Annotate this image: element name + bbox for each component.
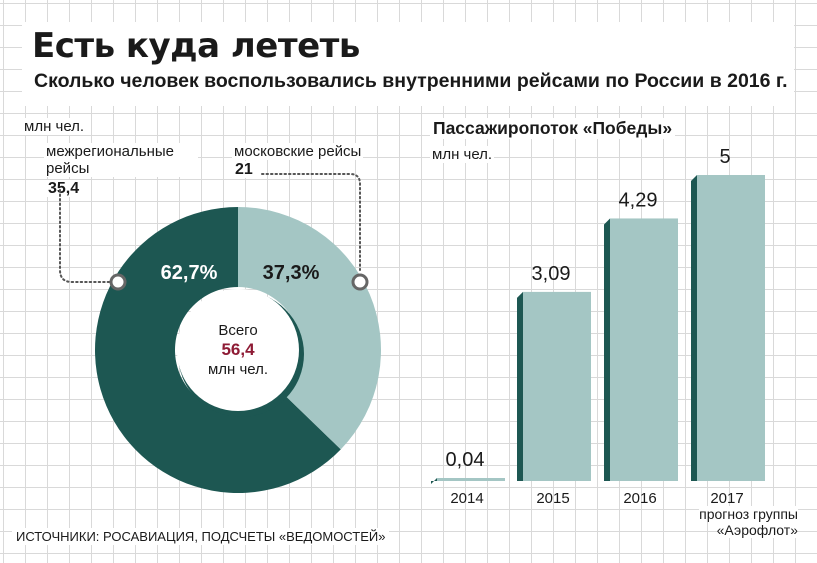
bar-chart: 0,04 2014 3,09 2015 4,29 2016 5 2017	[431, 146, 765, 507]
legend-moscow-name: московские рейсы	[232, 143, 364, 160]
marker-interregional	[109, 273, 127, 291]
bar-2015	[523, 291, 591, 481]
donut-slice-interregional	[94, 207, 341, 493]
page-title: Есть куда лететь	[32, 26, 360, 66]
forecast-note: прогноз группы «Аэрофлот»	[699, 506, 798, 538]
bar-side-2016	[604, 218, 610, 481]
bar-category-2016: 2016	[623, 490, 656, 507]
marker-moscow	[351, 273, 369, 291]
donut-hole	[177, 289, 299, 411]
bar-2014	[437, 478, 505, 481]
bar-side-2014	[431, 478, 437, 484]
donut-chart: 62,7% 37,3%	[59, 173, 381, 493]
bar-chart-ylabel: млн чел.	[430, 146, 495, 163]
source-note: ИСТОЧНИКИ: РОСАВИАЦИЯ, ПОДСЧЕТЫ «ВЕДОМОС…	[12, 528, 390, 545]
bar-chart-title: Пассажиропоток «Победы»	[430, 118, 676, 139]
bar-category-2015: 2015	[536, 490, 569, 507]
leader-interregional	[59, 189, 111, 283]
percent-label-moscow: 37,3%	[263, 262, 320, 284]
bar-2017	[697, 175, 765, 481]
leader-moscow	[261, 173, 361, 271]
donut-unit-label: млн чел.	[22, 118, 87, 135]
donut-center-unit: млн чел.	[207, 361, 269, 378]
percent-label-interregional: 62,7%	[161, 262, 218, 284]
bar-value-2015: 3,09	[532, 263, 571, 285]
bar-category-2017: 2017	[710, 490, 743, 507]
bar-side-2015	[517, 291, 523, 481]
page-subtitle: Сколько человек воспользовались внутренн…	[34, 70, 788, 92]
donut-slice-moscow	[238, 207, 381, 450]
bar-value-2017: 5	[719, 146, 730, 168]
bar-2016	[610, 218, 678, 481]
bar-side-2017	[691, 175, 697, 481]
legend-moscow-value: 21	[233, 161, 255, 178]
bar-category-2014: 2014	[450, 490, 483, 507]
donut-center-value: 56,4	[221, 340, 255, 359]
title-panel	[22, 22, 794, 106]
donut-center-label: Всего	[218, 322, 258, 339]
bar-value-2016: 4,29	[619, 189, 658, 211]
legend-interregional-name: межрегиональные рейсы	[44, 143, 198, 177]
bar-value-2014: 0,04	[446, 449, 485, 471]
legend-interregional-value: 35,4	[46, 180, 82, 197]
